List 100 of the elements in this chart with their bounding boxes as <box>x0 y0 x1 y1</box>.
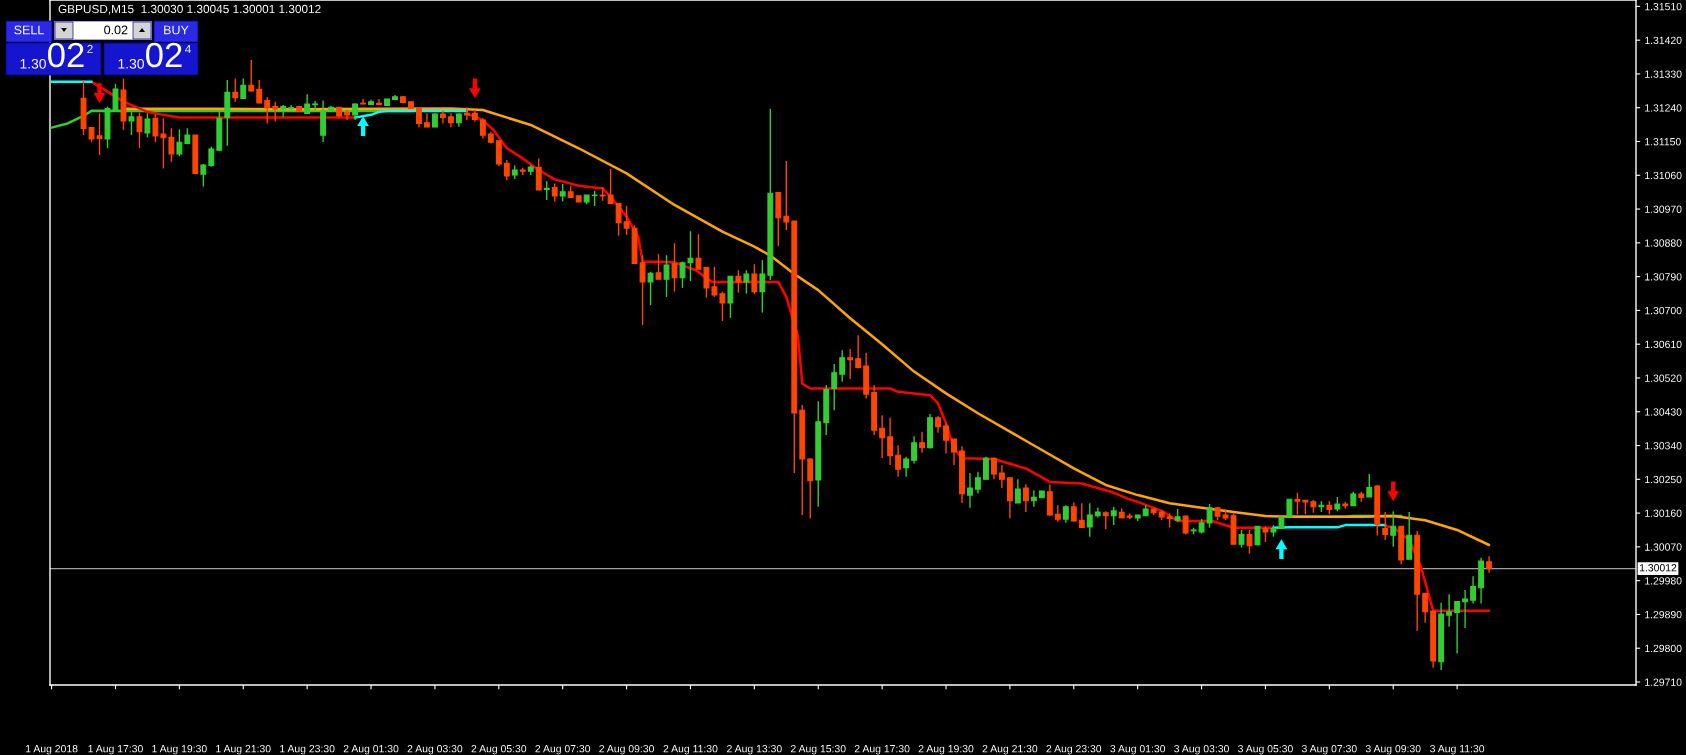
candlestick <box>543 180 550 201</box>
candlestick <box>647 271 654 306</box>
candlestick <box>248 59 255 93</box>
y-tick-label: 1.31240 <box>1645 104 1682 112</box>
candlestick <box>1366 473 1373 498</box>
annotation: 2 <box>87 44 93 54</box>
annotation: 02 <box>48 42 84 68</box>
candlestick <box>1054 504 1061 523</box>
candlestick <box>1046 483 1053 517</box>
candlestick <box>1030 489 1037 508</box>
candlestick <box>911 435 918 465</box>
y-tick-label: 1.30700 <box>1645 306 1682 315</box>
candlestick <box>503 159 510 181</box>
candlestick <box>982 456 989 481</box>
candlestick <box>615 202 622 237</box>
x-tick-label: 1 Aug 2018 <box>26 745 78 755</box>
candlestick <box>1294 492 1301 516</box>
annotation: BUY <box>164 25 189 35</box>
candlestick <box>839 349 846 383</box>
x-tick-label: 2 Aug 23:30 <box>1046 745 1102 755</box>
x-tick-label: 2 Aug 03:30 <box>407 745 463 755</box>
y-tick-label: 1.29980 <box>1645 577 1682 585</box>
candlestick <box>1246 529 1253 555</box>
y-tick-label: 1.30520 <box>1645 374 1682 382</box>
candlestick <box>607 168 614 205</box>
candlestick <box>1102 510 1109 530</box>
annotation: 0.02 <box>104 25 128 35</box>
candlestick <box>1206 503 1213 529</box>
text: 1.30 <box>20 58 46 69</box>
candlestick <box>136 111 143 149</box>
candlestick <box>855 334 862 370</box>
x-tick-label: 1 Aug 19:30 <box>152 745 207 755</box>
candlestick <box>176 128 183 157</box>
x-tick-label: 3 Aug 07:30 <box>1301 745 1357 755</box>
candlestick <box>1446 593 1453 628</box>
x-tick-label: 3 Aug 11:30 <box>1430 745 1485 755</box>
candlestick <box>200 163 207 188</box>
candlestick <box>671 242 678 293</box>
candlestick <box>655 253 662 280</box>
x-tick-label: 2 Aug 19:30 <box>918 745 974 755</box>
candlestick <box>535 157 542 191</box>
chart-title: GBPUSD,M15 1.30030 1.30045 1.30001 1.30012 <box>58 4 321 15</box>
candlestick <box>903 456 910 478</box>
candlestick <box>719 290 726 322</box>
candlestick <box>751 263 758 295</box>
candlestick <box>360 98 366 106</box>
candlestick <box>831 363 838 411</box>
candlestick <box>1470 575 1477 605</box>
x-tick-label: 1 Aug 17:30 <box>88 745 143 755</box>
x-tick-label: 3 Aug 01:30 <box>1110 745 1166 755</box>
candlestick <box>1110 506 1117 526</box>
candlestick <box>551 182 558 203</box>
candlestick <box>423 112 430 128</box>
y-tick-label: 1.30070 <box>1645 543 1682 551</box>
annotation: 4 <box>184 44 191 54</box>
text: SELL <box>14 25 44 35</box>
candlestick <box>919 430 926 454</box>
candlestick <box>623 205 630 236</box>
candlestick <box>951 438 957 466</box>
x-tick-label: 2 Aug 13:30 <box>727 745 782 755</box>
candlestick <box>160 117 167 170</box>
y-tick-label: 1.30970 <box>1645 205 1682 213</box>
candlestick <box>1382 511 1389 541</box>
x-tick-label: 3 Aug 05:30 <box>1238 745 1293 755</box>
x-tick-label: 2 Aug 09:30 <box>599 745 654 755</box>
y-tick-label: 1.30430 <box>1645 408 1682 416</box>
candlestick <box>415 107 422 128</box>
y-tick-label: 1.30250 <box>1645 475 1682 484</box>
candlestick <box>943 422 949 455</box>
candlestick <box>208 146 215 168</box>
annotation: 02 <box>146 42 182 68</box>
candlestick <box>783 160 790 231</box>
candlestick <box>1422 592 1429 624</box>
candlestick <box>495 140 502 167</box>
candlestick <box>1390 510 1397 548</box>
x-tick-label: 2 Aug 07:30 <box>535 745 591 755</box>
candlestick <box>743 269 750 295</box>
x-tick-label: 2 Aug 21:30 <box>982 745 1038 755</box>
candlestick <box>847 348 854 380</box>
candlestick <box>168 127 175 163</box>
candlestick <box>152 113 159 143</box>
y-tick-label: 1.30160 <box>1645 509 1682 517</box>
candlestick <box>807 457 814 520</box>
x-tick-label: 2 Aug 11:30 <box>663 745 718 755</box>
candlestick <box>264 96 271 125</box>
y-tick-label: 1.31330 <box>1645 70 1682 78</box>
x-tick-label: 2 Aug 15:30 <box>790 745 846 755</box>
candlestick <box>232 77 239 103</box>
candlestick <box>879 414 886 459</box>
x-tick-label: 2 Aug 05:30 <box>471 745 527 755</box>
x-tick-label: 2 Aug 17:30 <box>854 745 910 755</box>
candlestick <box>479 117 486 140</box>
ref-line-label: 1.30012 <box>1639 564 1677 572</box>
candlestick <box>975 471 981 495</box>
candlestick <box>1070 501 1077 523</box>
candlestick <box>463 106 470 121</box>
candlestick <box>376 98 382 106</box>
x-tick-label: 2 Aug 01:30 <box>343 745 399 755</box>
x-tick-label: 1 Aug 23:30 <box>280 745 335 755</box>
candlestick <box>1022 483 1029 513</box>
